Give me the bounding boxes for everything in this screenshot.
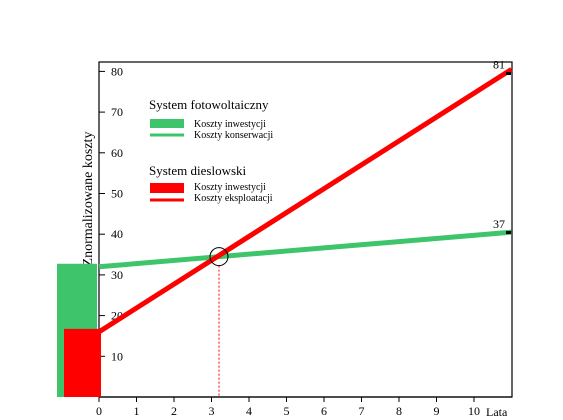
investment-bars [57,263,101,397]
legend-pv-invest-label: Koszty inwestycji [194,119,266,130]
x-tick-label: 6 [321,404,327,418]
y-tick-label: 80 [111,64,123,78]
x-tick-label: 3 [209,404,215,418]
x-tick-label: 8 [396,404,402,418]
legend-pv-invest-swatch [150,119,184,128]
y-tick-label: 50 [111,187,123,201]
x-tick-label: 2 [171,404,177,418]
series-end-label-pv: 37 [493,217,505,231]
legend-diesel-invest-swatch [150,183,184,193]
x-tick-label: 9 [434,404,440,418]
x-tick-label: 0 [96,404,102,418]
series-end-label-diesel: 81 [493,57,505,71]
x-tick-label: 10 [468,404,480,418]
x-tick-label: 4 [246,404,252,418]
plot-frame [98,61,513,398]
x-tick-label: 1 [134,404,140,418]
series-line-diesel [97,67,513,334]
legend-group-pv-title: System fotowoltaiczny [149,97,269,112]
legend-group-diesel-title: System dieslowski [149,163,247,178]
y-tick-label: 10 [111,349,123,363]
y-tick-label: 30 [111,268,123,282]
end-marker-diesel [506,72,511,75]
investment-bar-diesel [64,328,101,397]
y-tick-label: 70 [111,105,123,119]
end-marker-pv [506,231,511,234]
legend: System fotowoltaiczny Koszty inwestycji … [149,97,273,204]
x-tick-label: 7 [359,404,365,418]
series-line-pv [98,229,512,270]
intersection-marker [209,247,229,267]
legend-diesel-oper-label: Koszty eksploatacji [194,193,273,204]
x-axis-label: Lata [486,405,508,419]
legend-diesel-invest-label: Koszty inwestycji [194,182,266,193]
legend-pv-maint-label: Koszty konserwacji [194,130,273,141]
y-tick-label: 40 [111,227,123,241]
series-lines [97,67,513,334]
x-tick-label: 5 [284,404,290,418]
y-tick-label: 60 [111,146,123,160]
y-axis-label: Znormalizowane koszty [81,132,96,267]
